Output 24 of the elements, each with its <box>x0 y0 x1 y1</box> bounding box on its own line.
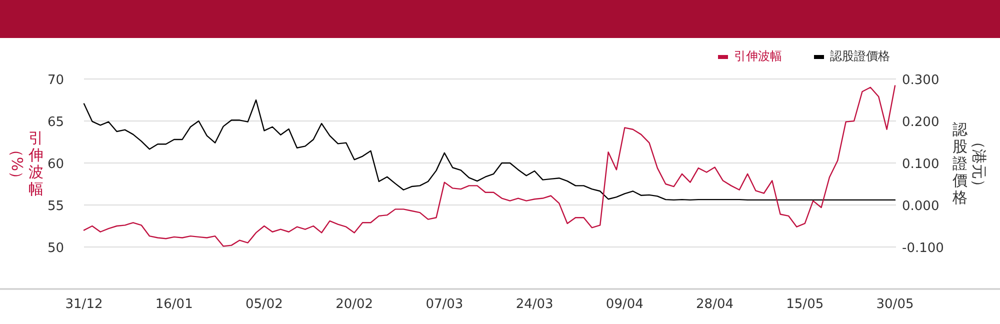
x-tick-label: 20/02 <box>336 297 374 312</box>
y-tick-label: 50 <box>47 241 64 256</box>
y-tick-label: 55 <box>47 199 64 214</box>
y2-tick-label: 0.200 <box>902 115 940 130</box>
y-tick-label: 65 <box>47 115 64 130</box>
x-tick-label: 30/05 <box>876 297 914 312</box>
legend-label: 引伸波幅 <box>734 49 782 63</box>
y2-tick-label: 0.100 <box>902 157 940 172</box>
x-tick-label: 31/12 <box>65 297 103 312</box>
line-series <box>83 85 896 247</box>
x-tick-label: 07/03 <box>426 297 464 312</box>
y-tick-label: 60 <box>47 157 64 172</box>
x-tick-label: 28/04 <box>696 297 734 312</box>
y2-tick-label: -0.100 <box>902 241 944 256</box>
line-series <box>83 99 896 201</box>
y2-tick-label: 0.300 <box>902 73 940 88</box>
x-tick-label: 16/01 <box>155 297 193 312</box>
y2-tick-label: 0.000 <box>902 199 940 214</box>
legend-label: 認股證價格 <box>830 49 890 63</box>
y-tick-label: 70 <box>47 73 64 88</box>
x-tick-label: 09/04 <box>606 297 644 312</box>
x-tick-label: 15/05 <box>786 297 824 312</box>
x-tick-label: 05/02 <box>245 297 283 312</box>
x-tick-label: 24/03 <box>516 297 554 312</box>
